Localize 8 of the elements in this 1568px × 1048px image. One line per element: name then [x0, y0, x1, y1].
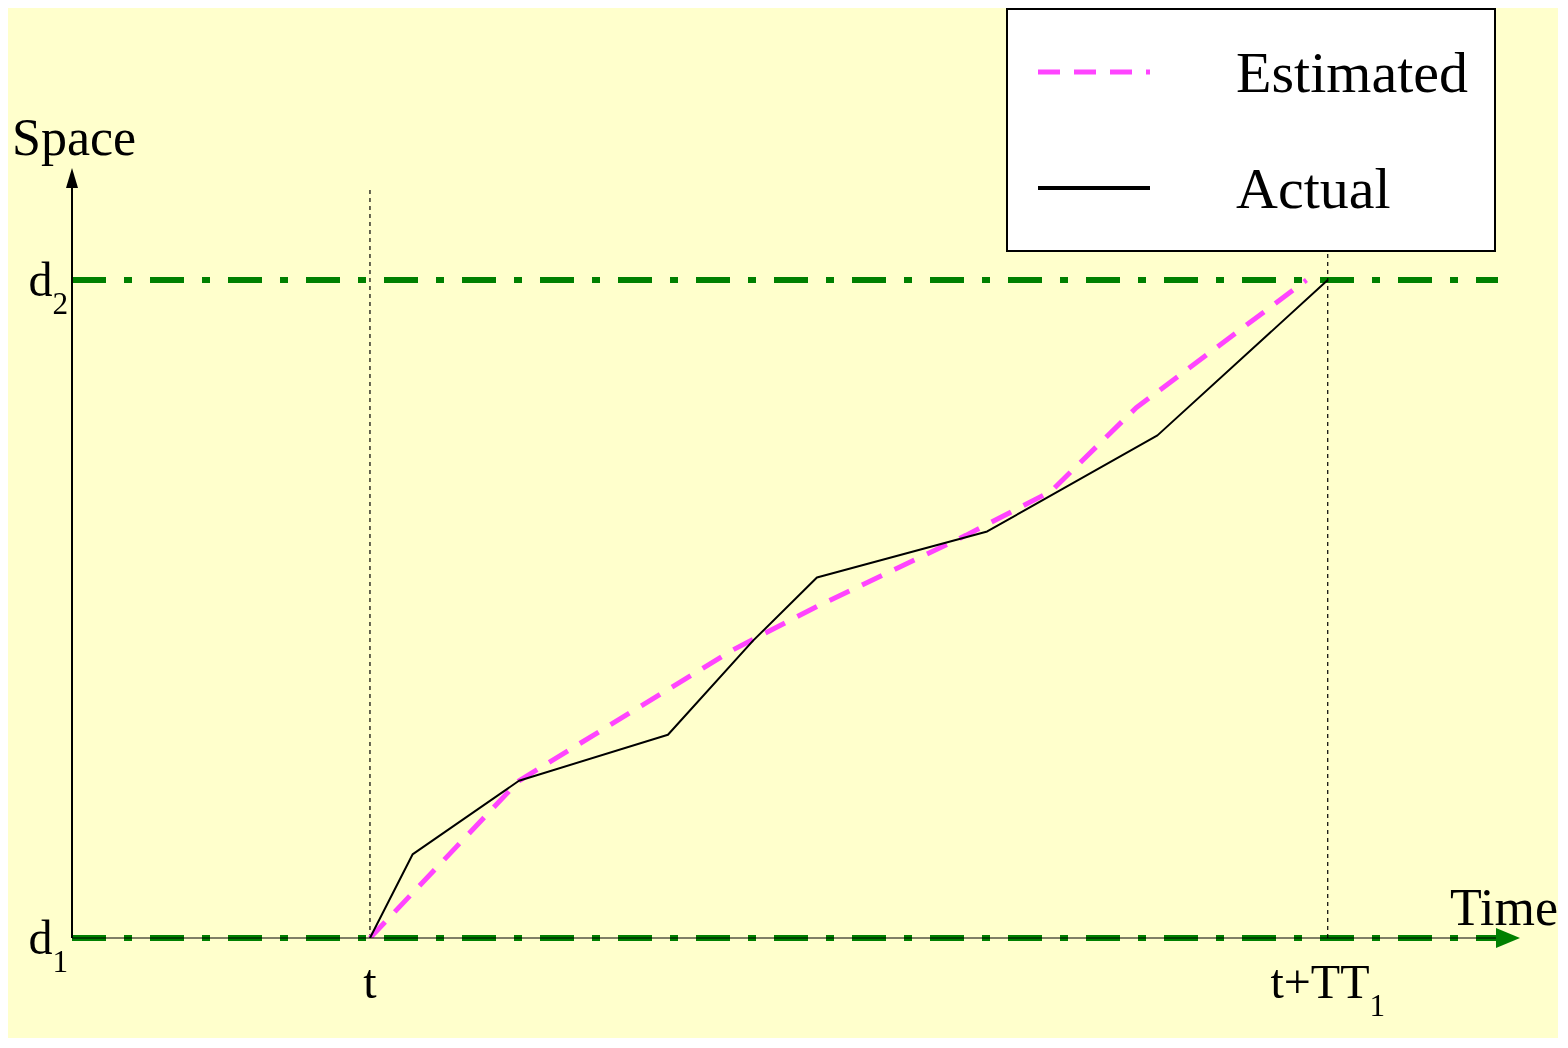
y-axis-title: Space	[12, 108, 137, 167]
legend-label: Estimated	[1236, 38, 1468, 106]
ref-line-label: d$_{2}$	[28, 253, 68, 321]
x-tick-label: t	[363, 955, 378, 1008]
x-tick-label: t+TT$_{1}$	[1270, 955, 1386, 1023]
ref-line-label: d$_{1}$	[28, 911, 68, 979]
legend-label: Actual	[1236, 154, 1391, 222]
x-axis-title: Time	[1450, 878, 1558, 937]
